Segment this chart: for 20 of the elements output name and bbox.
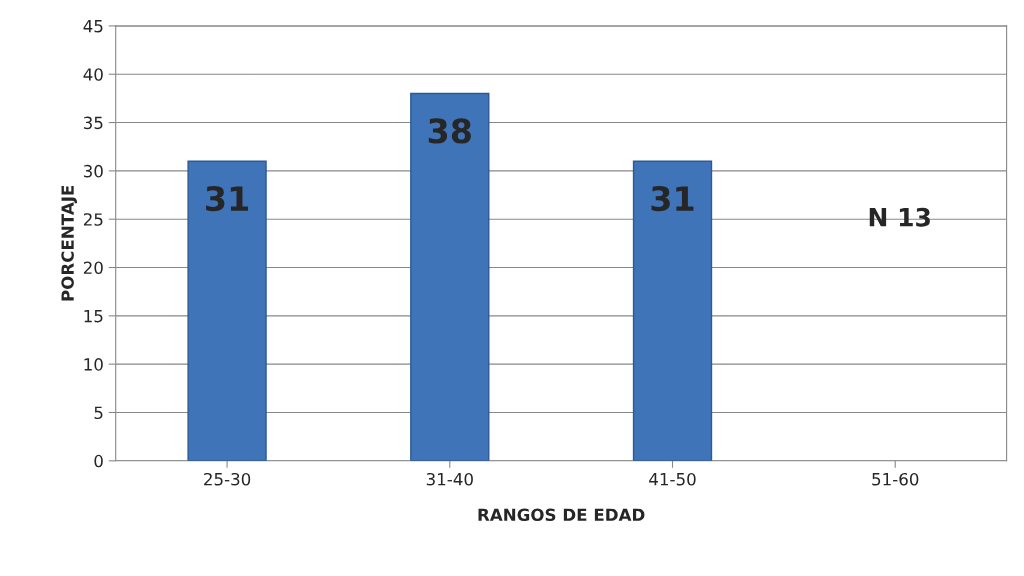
y-tick-label: 0 [94, 454, 103, 468]
y-tick-label: 20 [83, 261, 103, 275]
y-tick-label: 5 [94, 406, 103, 420]
x-tick-label: 25-30 [204, 472, 251, 486]
y-tick-label: 35 [83, 116, 103, 130]
y-tick-label: 40 [83, 68, 103, 81]
x-tick-label: 51-60 [872, 472, 919, 486]
data-label: 38 [428, 118, 471, 144]
data-label: 31 [206, 185, 248, 212]
y-tick-label: 25 [83, 213, 103, 226]
y-tick-label: 15 [84, 310, 103, 323]
y-tick-label: 30 [83, 164, 103, 178]
y-tick-label: 10 [84, 358, 103, 371]
x-tick-label: 41-50 [649, 472, 696, 486]
x-axis-title: RANGOS DE EDAD [478, 508, 645, 522]
data-label: 31 [651, 185, 694, 212]
x-tick-label: 31-40 [426, 472, 473, 486]
y-tick-label: 45 [83, 20, 103, 33]
y-axis-title: PORCENTAJE [61, 185, 78, 301]
annotation: N 13 [869, 207, 930, 227]
